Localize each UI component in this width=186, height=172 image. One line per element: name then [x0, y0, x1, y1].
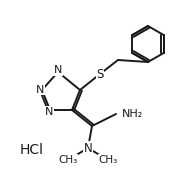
Text: S: S: [96, 67, 104, 80]
Text: CH₃: CH₃: [98, 155, 118, 165]
Text: N: N: [54, 65, 62, 75]
Text: HCl: HCl: [20, 143, 44, 157]
Text: NH₂: NH₂: [122, 109, 143, 119]
Text: N: N: [45, 107, 53, 117]
Text: CH₃: CH₃: [58, 155, 78, 165]
Text: N: N: [84, 142, 92, 154]
Text: N: N: [36, 84, 44, 95]
